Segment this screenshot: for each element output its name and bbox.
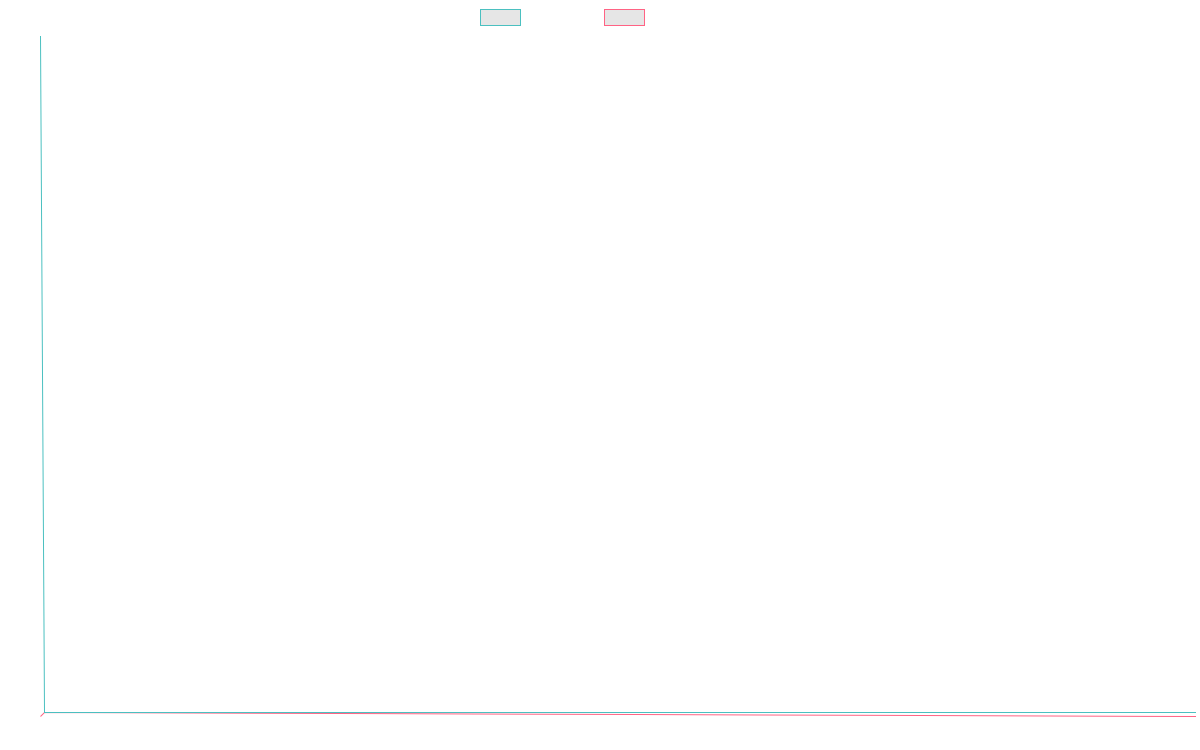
series-1-line bbox=[40, 35, 1196, 713]
chart-legend bbox=[480, 9, 645, 26]
legend-swatch-1[interactable] bbox=[480, 9, 521, 26]
legend-swatch-2[interactable] bbox=[604, 9, 645, 26]
plot-area bbox=[40, 35, 1197, 717]
series-2-line bbox=[40, 711, 1197, 717]
